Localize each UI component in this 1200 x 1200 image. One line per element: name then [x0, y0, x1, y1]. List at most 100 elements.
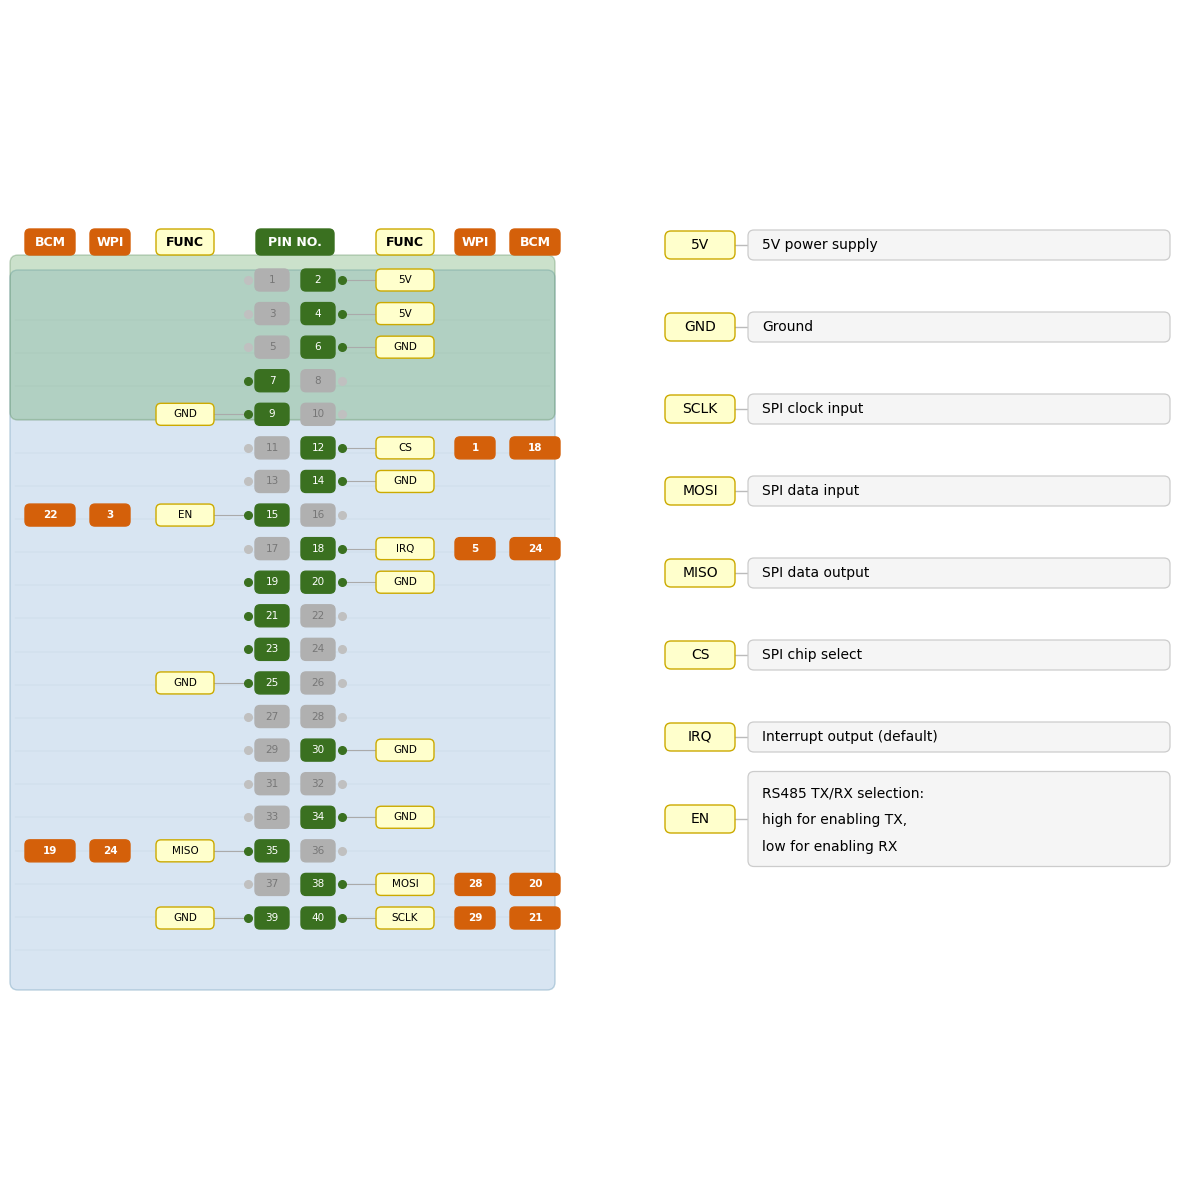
FancyBboxPatch shape: [376, 336, 434, 358]
FancyBboxPatch shape: [301, 739, 335, 761]
FancyBboxPatch shape: [256, 437, 289, 458]
FancyBboxPatch shape: [156, 403, 214, 425]
Text: 23: 23: [265, 644, 278, 654]
Text: SCLK: SCLK: [683, 402, 718, 416]
Text: 17: 17: [265, 544, 278, 553]
Text: 29: 29: [468, 913, 482, 923]
FancyBboxPatch shape: [455, 538, 496, 559]
Text: 24: 24: [528, 544, 542, 553]
FancyBboxPatch shape: [301, 538, 335, 559]
FancyBboxPatch shape: [256, 571, 289, 593]
Text: 19: 19: [43, 846, 58, 856]
FancyBboxPatch shape: [301, 504, 335, 526]
FancyBboxPatch shape: [376, 538, 434, 559]
FancyBboxPatch shape: [301, 706, 335, 727]
Text: 18: 18: [528, 443, 542, 452]
Text: 21: 21: [265, 611, 278, 620]
FancyBboxPatch shape: [256, 773, 289, 794]
Text: PIN NO.: PIN NO.: [268, 235, 322, 248]
Text: SCLK: SCLK: [391, 913, 419, 923]
Text: 6: 6: [314, 342, 322, 352]
FancyBboxPatch shape: [301, 638, 335, 660]
FancyBboxPatch shape: [256, 739, 289, 761]
FancyBboxPatch shape: [455, 874, 496, 895]
Text: GND: GND: [173, 913, 197, 923]
Text: 3: 3: [107, 510, 114, 520]
Text: 32: 32: [311, 779, 325, 788]
FancyBboxPatch shape: [301, 302, 335, 324]
FancyBboxPatch shape: [376, 302, 434, 324]
Text: 1: 1: [269, 275, 275, 284]
FancyBboxPatch shape: [256, 538, 289, 559]
Text: 1: 1: [472, 443, 479, 452]
Text: low for enabling RX: low for enabling RX: [762, 840, 898, 854]
Text: 5V power supply: 5V power supply: [762, 238, 877, 252]
Text: GND: GND: [394, 342, 416, 352]
Text: GND: GND: [394, 476, 416, 486]
FancyBboxPatch shape: [256, 269, 289, 290]
Text: SPI chip select: SPI chip select: [762, 648, 862, 662]
Text: FUNC: FUNC: [386, 235, 424, 248]
Text: 3: 3: [269, 308, 275, 318]
Text: 14: 14: [311, 476, 325, 486]
FancyBboxPatch shape: [301, 336, 335, 358]
FancyBboxPatch shape: [156, 229, 214, 254]
FancyBboxPatch shape: [665, 313, 734, 341]
Text: 27: 27: [265, 712, 278, 721]
Text: MOSI: MOSI: [682, 484, 718, 498]
Text: MOSI: MOSI: [391, 880, 419, 889]
Text: 39: 39: [265, 913, 278, 923]
FancyBboxPatch shape: [376, 571, 434, 593]
Text: high for enabling TX,: high for enabling TX,: [762, 814, 907, 827]
Text: 24: 24: [103, 846, 118, 856]
FancyBboxPatch shape: [748, 772, 1170, 866]
FancyBboxPatch shape: [301, 806, 335, 828]
FancyBboxPatch shape: [301, 571, 335, 593]
FancyBboxPatch shape: [748, 476, 1170, 506]
FancyBboxPatch shape: [10, 270, 554, 990]
FancyBboxPatch shape: [376, 874, 434, 895]
Text: 22: 22: [311, 611, 325, 620]
Text: EN: EN: [178, 510, 192, 520]
FancyBboxPatch shape: [256, 605, 289, 626]
Text: GND: GND: [173, 409, 197, 419]
Text: WPI: WPI: [461, 235, 488, 248]
FancyBboxPatch shape: [510, 538, 560, 559]
Text: IRQ: IRQ: [396, 544, 414, 553]
Text: 5: 5: [472, 544, 479, 553]
FancyBboxPatch shape: [376, 437, 434, 458]
FancyBboxPatch shape: [665, 395, 734, 422]
Text: 21: 21: [528, 913, 542, 923]
FancyBboxPatch shape: [510, 907, 560, 929]
FancyBboxPatch shape: [748, 312, 1170, 342]
Text: 5V: 5V: [398, 308, 412, 318]
Text: 30: 30: [312, 745, 324, 755]
FancyBboxPatch shape: [256, 840, 289, 862]
FancyBboxPatch shape: [25, 229, 74, 254]
FancyBboxPatch shape: [256, 504, 289, 526]
Text: 40: 40: [312, 913, 324, 923]
Text: 35: 35: [265, 846, 278, 856]
Text: SPI data output: SPI data output: [762, 566, 869, 580]
FancyBboxPatch shape: [256, 470, 289, 492]
Text: GND: GND: [394, 812, 416, 822]
Text: 37: 37: [265, 880, 278, 889]
Text: 12: 12: [311, 443, 325, 452]
Text: MISO: MISO: [682, 566, 718, 580]
FancyBboxPatch shape: [301, 907, 335, 929]
FancyBboxPatch shape: [256, 229, 334, 254]
FancyBboxPatch shape: [376, 907, 434, 929]
Text: SPI data input: SPI data input: [762, 484, 859, 498]
Text: RS485 TX/RX selection:: RS485 TX/RX selection:: [762, 786, 924, 800]
FancyBboxPatch shape: [256, 907, 289, 929]
FancyBboxPatch shape: [90, 840, 130, 862]
FancyBboxPatch shape: [748, 394, 1170, 424]
FancyBboxPatch shape: [376, 470, 434, 492]
Text: 22: 22: [43, 510, 58, 520]
FancyBboxPatch shape: [455, 907, 496, 929]
FancyBboxPatch shape: [748, 640, 1170, 670]
FancyBboxPatch shape: [25, 840, 74, 862]
Text: 20: 20: [312, 577, 324, 587]
Text: GND: GND: [684, 320, 716, 334]
FancyBboxPatch shape: [256, 638, 289, 660]
